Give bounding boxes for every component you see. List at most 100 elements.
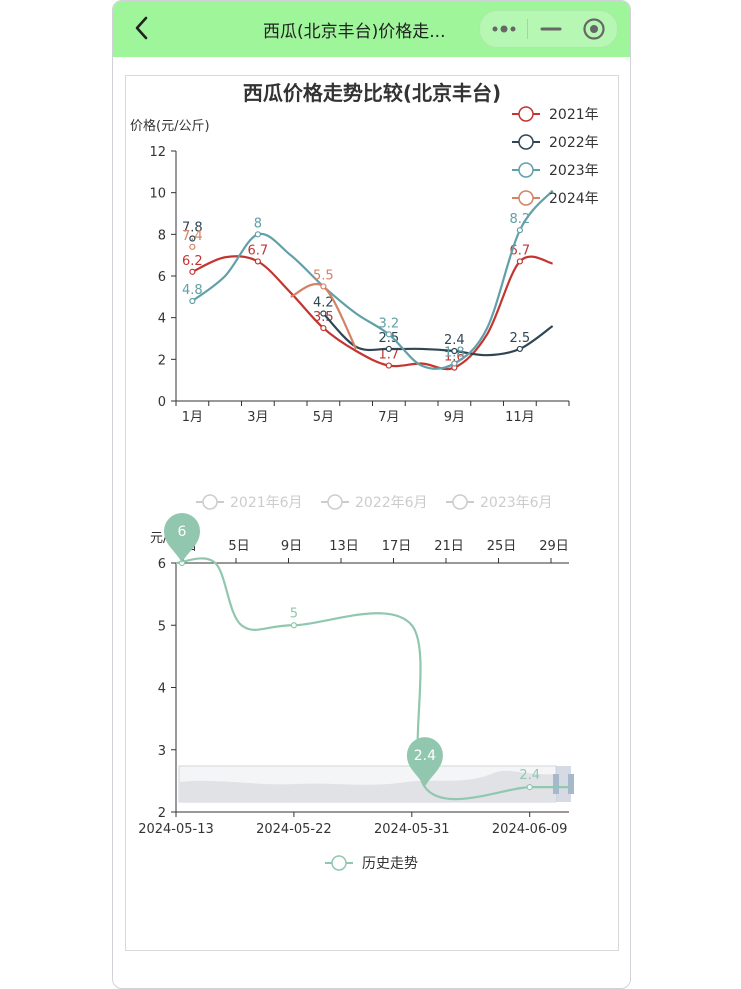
legend-swatch — [331, 855, 347, 871]
more-dots-icon[interactable] — [490, 20, 518, 38]
data-point — [516, 227, 523, 234]
chart-title: 西瓜价格走势比较(北京丰台) — [243, 81, 501, 105]
y-tick-label: 6 — [158, 557, 166, 572]
capsule-divider — [527, 19, 528, 39]
data-zoom-slider — [178, 765, 574, 803]
compare-legend-label: 2021年6月 — [230, 495, 303, 511]
data-point — [189, 243, 196, 250]
data-point — [320, 324, 327, 332]
data-label: 7.8 — [182, 221, 203, 236]
y-tick-label: 3 — [158, 744, 166, 759]
data-label: 2.5 — [379, 331, 400, 346]
legend-label: 历史走势 — [362, 856, 418, 872]
series-3: 7.4 5.5 — [182, 229, 358, 350]
series-0: 6.26.73.51.7 1.66.7 — [182, 243, 553, 371]
y-tick-label: 2 — [158, 806, 166, 821]
data-point — [189, 297, 196, 305]
minimize-icon[interactable] — [539, 20, 563, 38]
data-label: 2.4 — [444, 333, 465, 348]
compare-legend-swatch — [327, 494, 343, 510]
series-1: 7.8 4.2 2.5 2.4 2.5 — [182, 221, 554, 357]
y-tick-label: 2 — [158, 353, 166, 368]
legend-swatch — [518, 134, 534, 150]
data-label: 2.4 — [519, 768, 540, 783]
markpoint-label: 6 — [178, 524, 187, 540]
data-point — [320, 283, 327, 290]
data-label: 8.2 — [510, 212, 531, 227]
data-point — [189, 235, 196, 242]
legend-label: 2021年 — [549, 107, 599, 123]
data-point — [516, 258, 523, 265]
y-tick-label: 12 — [149, 145, 166, 160]
x-tick-label: 3月 — [247, 410, 268, 425]
data-point — [451, 347, 458, 355]
data-label: 7.4 — [182, 229, 203, 244]
y-tick-label: 4 — [158, 312, 166, 327]
y-tick-label: 6 — [158, 270, 166, 285]
markpoint-pin — [164, 513, 200, 563]
page-title: 西瓜(北京丰台)价格走... — [263, 22, 446, 42]
data-label: 5 — [290, 606, 298, 621]
legend-swatch — [518, 162, 534, 178]
data-label: 1.8 — [444, 346, 465, 361]
data-point — [320, 310, 327, 317]
history-price-chart: 2021年6月2022年6月2023年6月元/公斤1日5日9日13日17日21日… — [138, 494, 574, 872]
top-axis-label: 5日 — [228, 539, 249, 554]
legend-label: 2024年 — [549, 191, 599, 207]
legend-swatch — [518, 190, 534, 206]
series-line — [191, 255, 553, 371]
series-line — [191, 189, 554, 370]
zoom-handle-right — [568, 774, 574, 794]
x-tick-label: 1月 — [182, 410, 203, 425]
markpoint-min: 2.4 — [406, 737, 443, 788]
x-tick-label: 5月 — [313, 410, 334, 425]
legend-swatch — [518, 106, 534, 122]
y-tick-label: 4 — [158, 682, 166, 697]
yearly-price-chart: 西瓜价格走势比较(北京丰台) 价格(元/公斤) 0 2 4 6 8 10 12 1月 3月 5月 7月 9… — [130, 81, 599, 425]
x-tick-label: 9月 — [444, 410, 465, 425]
compare-legend-label: 2022年6月 — [355, 495, 428, 511]
chevron-left-icon[interactable] — [127, 13, 157, 43]
data-label: 4.8 — [182, 283, 203, 298]
markpoint-label: 2.4 — [414, 748, 436, 764]
data-point — [516, 345, 523, 353]
y-tick-label: 10 — [149, 187, 166, 202]
data-label: 3.5 — [313, 310, 334, 325]
data-point — [189, 268, 196, 275]
zoom-window — [556, 766, 571, 802]
data-point — [385, 362, 392, 369]
series-2: 4.8 8 3.2 1.8 8.2 — [182, 189, 554, 370]
x-tick-label: 2024-05-13 — [138, 822, 214, 837]
x-tick-label: 2024-05-31 — [374, 822, 450, 837]
data-point — [290, 622, 297, 629]
compare-legend-swatch — [452, 494, 468, 510]
phone-frame: 西瓜(北京丰台)价格走... 西瓜价格走势比较(北京丰台) 价格(元/公斤) 0 2 4… — [112, 0, 631, 989]
data-label: 2.5 — [510, 331, 531, 346]
data-point — [526, 784, 533, 791]
x-tick-label: 11月 — [505, 410, 535, 425]
data-label: 6.7 — [248, 243, 269, 258]
legend-label: 2022年 — [549, 135, 599, 151]
y-tick-label: 0 — [158, 395, 166, 410]
legend-label: 2023年 — [549, 163, 599, 179]
markpoint-max: 6 — [164, 513, 200, 563]
data-point — [451, 360, 458, 367]
y-axis-label: 价格(元/公斤) — [130, 118, 210, 134]
top-axis-label: 13日 — [329, 539, 359, 554]
data-point — [385, 345, 392, 353]
data-label: 4.2 — [313, 296, 334, 311]
top-axis-label: 21日 — [434, 539, 464, 554]
target-circle-icon[interactable] — [582, 17, 606, 41]
y-tick-label: 5 — [158, 619, 166, 634]
data-label: 8 — [254, 216, 262, 231]
zoom-preview-area — [179, 770, 556, 802]
top-axis-label: 9日 — [281, 539, 302, 554]
markpoint-pin — [406, 737, 443, 788]
charts-card: 西瓜价格走势比较(北京丰台) 价格(元/公斤) 0 2 4 6 8 10 12 1月 3月 5月 7月 9… — [125, 75, 619, 951]
data-label: 6.7 — [510, 243, 531, 258]
x-tick-label: 2024-05-22 — [256, 822, 332, 837]
nav-bar: 西瓜(北京丰台)价格走... — [113, 1, 630, 57]
data-label: 1.7 — [379, 348, 400, 363]
top-axis-label: 17日 — [382, 539, 412, 554]
compare-legend-swatch — [202, 494, 218, 510]
